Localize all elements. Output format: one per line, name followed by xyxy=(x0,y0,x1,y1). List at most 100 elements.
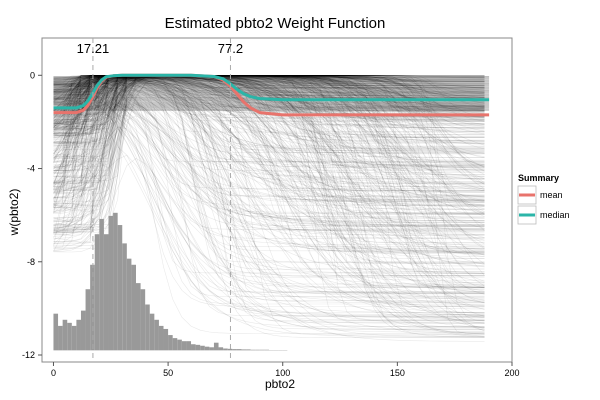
posterior-draw xyxy=(53,75,485,232)
posterior-draw xyxy=(53,75,485,135)
posterior-draw xyxy=(53,81,485,116)
posterior-draw xyxy=(53,75,485,226)
posterior-draw xyxy=(53,75,485,189)
posterior-draw xyxy=(53,75,485,233)
posterior-draw xyxy=(53,85,485,316)
posterior-draw xyxy=(53,75,485,294)
posterior-draw xyxy=(53,76,485,227)
posterior-draw xyxy=(53,87,485,332)
posterior-draw xyxy=(53,75,485,264)
histogram-bar xyxy=(117,225,123,351)
posterior-draw xyxy=(53,75,485,187)
reference-line-label: 77.2 xyxy=(218,41,243,56)
posterior-draw xyxy=(53,83,485,298)
posterior-draw xyxy=(53,79,485,222)
posterior-draw xyxy=(53,81,485,107)
posterior-draw xyxy=(53,75,485,135)
histogram-bar xyxy=(85,289,91,351)
x-axis-title: pbto2 xyxy=(265,377,295,391)
posterior-draw xyxy=(53,75,485,224)
posterior-draw xyxy=(53,103,485,313)
posterior-draw xyxy=(53,75,485,206)
x-tick-label: 50 xyxy=(163,368,173,378)
posterior-draw xyxy=(53,75,485,249)
posterior-draw xyxy=(53,91,485,321)
histogram-bar xyxy=(103,234,109,351)
posterior-draw xyxy=(53,75,485,127)
posterior-draw xyxy=(53,76,485,198)
posterior-draw xyxy=(53,75,485,323)
posterior-draw xyxy=(53,75,485,226)
posterior-draw xyxy=(53,75,485,131)
histogram-bar xyxy=(108,215,114,351)
posterior-draw xyxy=(53,75,485,191)
histogram-bar xyxy=(246,349,251,351)
posterior-draw xyxy=(53,90,485,223)
legend-label: mean xyxy=(540,190,563,200)
posterior-draw xyxy=(53,158,485,245)
posterior-draw xyxy=(53,75,485,338)
posterior-draw xyxy=(53,75,485,304)
posterior-draw xyxy=(53,75,485,265)
posterior-draw xyxy=(53,76,485,108)
posterior-draw xyxy=(53,75,485,94)
posterior-draw xyxy=(53,75,485,225)
histogram-bar xyxy=(204,346,210,351)
posterior-draw xyxy=(53,75,485,158)
posterior-draws xyxy=(53,74,490,342)
histogram xyxy=(53,212,288,351)
posterior-draw xyxy=(53,77,485,206)
histogram-bar xyxy=(53,313,59,351)
posterior-draw xyxy=(53,75,485,247)
posterior-draw xyxy=(53,75,485,215)
posterior-draw xyxy=(53,81,485,177)
posterior-draw xyxy=(53,78,485,230)
posterior-draw xyxy=(53,115,485,213)
posterior-draw xyxy=(53,75,485,233)
histogram-bar xyxy=(181,341,187,351)
posterior-draw xyxy=(53,81,485,188)
posterior-draw xyxy=(53,75,485,121)
posterior-draw xyxy=(53,77,485,246)
posterior-draw xyxy=(53,113,485,317)
posterior-draw xyxy=(53,75,485,214)
posterior-draw xyxy=(53,76,485,285)
posterior-draw xyxy=(53,75,485,299)
posterior-draw xyxy=(53,75,485,228)
posterior-draw xyxy=(53,79,485,142)
posterior-draw xyxy=(53,75,485,318)
histogram-bar xyxy=(90,264,95,351)
posterior-draw xyxy=(53,75,485,130)
posterior-draw xyxy=(53,80,485,264)
posterior-draw xyxy=(53,93,485,226)
posterior-draw xyxy=(53,75,485,219)
posterior-draw xyxy=(53,81,485,120)
posterior-draw xyxy=(53,74,485,283)
posterior-draw xyxy=(53,75,485,116)
posterior-draw xyxy=(53,81,485,134)
posterior-draw xyxy=(53,76,485,293)
posterior-draw xyxy=(53,75,485,183)
posterior-draw xyxy=(53,75,485,158)
posterior-draw xyxy=(53,75,485,117)
posterior-draw xyxy=(53,82,485,307)
posterior-draw xyxy=(53,75,485,276)
posterior-draw xyxy=(53,94,485,288)
posterior-draw xyxy=(53,75,485,111)
posterior-draw xyxy=(53,76,485,316)
posterior-draw xyxy=(53,79,485,98)
histogram-bar xyxy=(223,348,228,351)
posterior-draw xyxy=(53,75,485,123)
posterior-draw xyxy=(53,75,485,128)
posterior-draw xyxy=(53,75,485,119)
posterior-draw xyxy=(53,78,485,274)
posterior-draw xyxy=(53,78,485,167)
histogram-bar xyxy=(149,313,155,351)
posterior-draw xyxy=(53,77,485,290)
posterior-draw xyxy=(53,75,485,231)
posterior-draw xyxy=(53,77,485,338)
posterior-draw xyxy=(53,75,485,281)
posterior-draw xyxy=(53,113,485,337)
histogram-bar xyxy=(218,347,224,351)
